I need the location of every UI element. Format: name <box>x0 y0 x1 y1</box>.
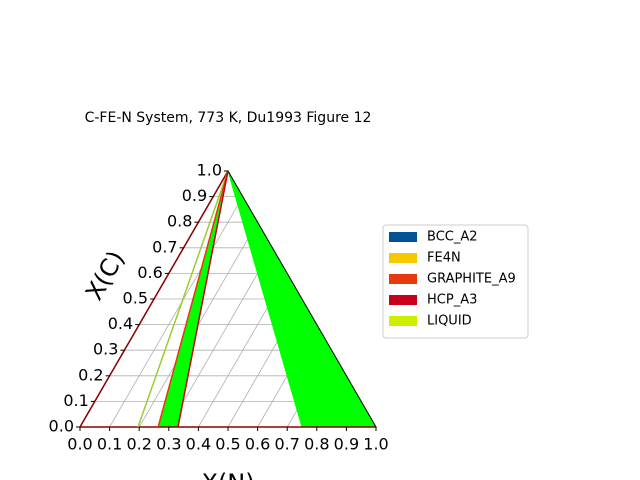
y-tick-label: 0.2 <box>78 365 103 384</box>
y-tick-label: 0.1 <box>63 391 88 410</box>
x-tick-label: 0.8 <box>304 435 329 454</box>
legend-frame <box>382 224 529 339</box>
grid-line <box>109 196 244 428</box>
y-tick-label: 0.9 <box>182 186 207 205</box>
y-tick-label: 0.0 <box>49 417 74 436</box>
y-tick-label: 0.5 <box>123 289 148 308</box>
x-tick-label: 0.9 <box>334 435 359 454</box>
x-tick-label: 0.3 <box>156 435 181 454</box>
legend-label: FE4N <box>427 251 461 266</box>
chart-title: C-FE-N System, 773 K, Du1993 Figure 12 <box>85 110 372 126</box>
legend-label: BCC_A2 <box>427 230 478 245</box>
x-tick-label: 0.5 <box>215 435 240 454</box>
x-tick-label: 0.4 <box>186 435 211 454</box>
y-tick-label: 1.0 <box>197 161 222 180</box>
legend-label: HCP_A3 <box>427 293 477 308</box>
legend-swatch <box>389 295 417 305</box>
x-axis-label: X(N) <box>201 469 254 480</box>
x-tick-label: 0.6 <box>245 435 270 454</box>
phase-boundary <box>157 170 229 428</box>
x-tick-label: 0.0 <box>67 435 92 454</box>
y-tick-label: 0.4 <box>108 314 133 333</box>
y-tick-label: 0.7 <box>152 237 177 256</box>
legend-swatch <box>389 274 417 284</box>
legend-swatch <box>389 316 417 326</box>
phase-boundary <box>137 170 229 428</box>
x-tick-label: 0.7 <box>274 435 299 454</box>
legend-label: GRAPHITE_A9 <box>427 272 516 287</box>
phase-boundary <box>177 170 229 428</box>
y-tick-label: 0.6 <box>137 263 162 282</box>
legend-swatch <box>389 253 417 263</box>
x-tick-label: 1.0 <box>363 435 388 454</box>
y-tick-label: 0.3 <box>93 340 118 359</box>
x-tick-label: 0.2 <box>126 435 151 454</box>
grid-line <box>168 247 273 428</box>
legend: BCC_A2 FE4N GRAPHITE_A9 HCP_A3 LIQUID <box>382 224 529 339</box>
legend-label: LIQUID <box>427 314 472 329</box>
y-tick-label: 0.8 <box>167 212 192 231</box>
legend-swatch <box>389 232 417 242</box>
x-tick-label: 0.1 <box>97 435 122 454</box>
